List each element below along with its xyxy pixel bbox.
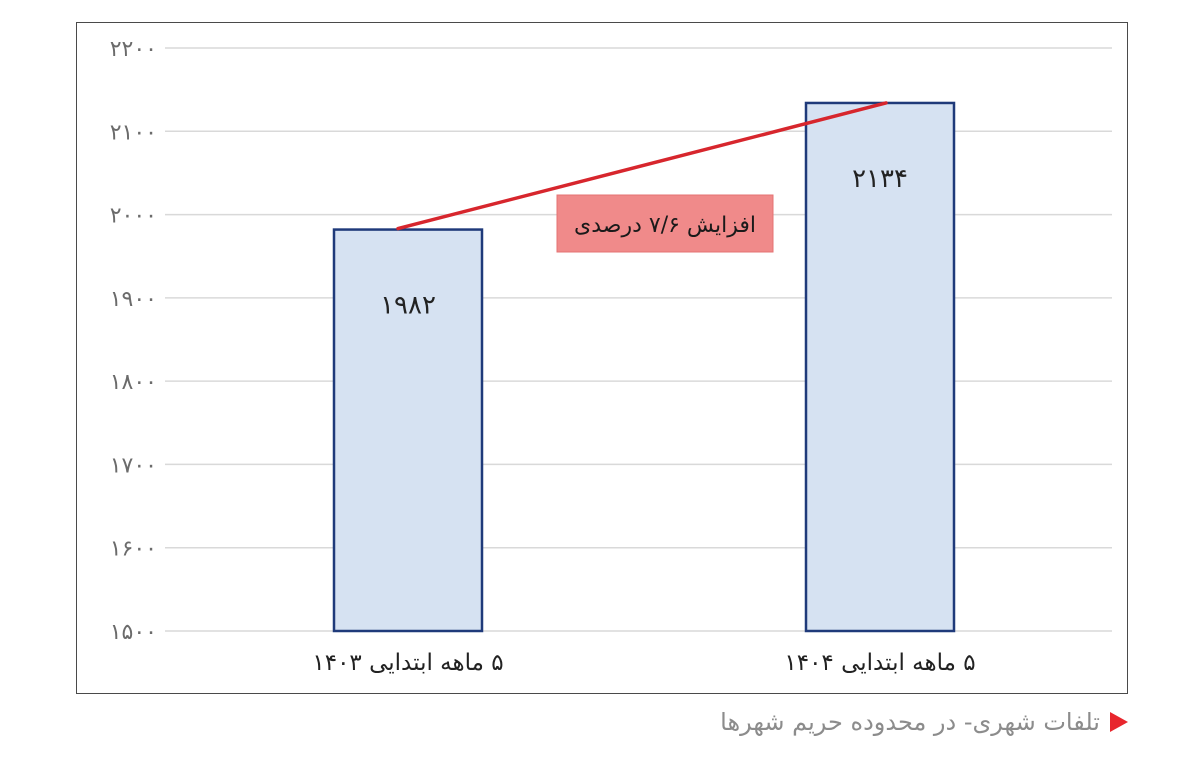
x-tick-label: ۵ ماهه ابتدایی ۱۴۰۳	[312, 650, 503, 676]
caption-text: تلفات شهری- در محدوده حریم شهرها	[720, 708, 1100, 736]
bar	[332, 228, 484, 633]
bar-value-label: ۲۱۳۴	[852, 164, 908, 194]
bar	[804, 101, 956, 633]
x-tick-label: ۵ ماهه ابتدایی ۱۴۰۴	[784, 650, 975, 676]
annotation-text: افزایش ۷/۶ درصدی	[574, 213, 756, 238]
y-tick-label: ۱۵۰۰	[110, 620, 157, 645]
caption-triangle-icon	[1110, 712, 1128, 732]
trend-line-group	[396, 101, 888, 231]
bars: ۱۹۸۲ ۲۱۳۴	[332, 101, 956, 633]
annotation-group: افزایش ۷/۶ درصدی	[556, 194, 774, 253]
y-tick-label: ۱۸۰۰	[110, 370, 157, 395]
annotation-box	[556, 194, 774, 253]
y-tick-label: ۱۶۰۰	[110, 537, 157, 562]
grid-lines	[165, 47, 1112, 632]
y-tick-label: ۲۲۰۰	[110, 37, 157, 62]
y-tick-label: ۱۹۰۰	[110, 287, 157, 312]
trend-line	[396, 101, 888, 231]
y-tick-label: ۲۰۰۰	[110, 204, 157, 229]
bar-value-label: ۱۹۸۲	[380, 291, 436, 321]
y-tick-label: ۱۷۰۰	[110, 453, 157, 478]
x-axis-tick-labels: ۵ ماهه ابتدایی ۱۴۰۳ ۵ ماهه ابتدایی ۱۴۰۴	[312, 650, 975, 676]
y-axis-tick-labels: ۱۵۰۰ ۱۶۰۰ ۱۷۰۰ ۱۸۰۰ ۱۹۰۰ ۲۰۰۰ ۲۱۰۰ ۲۲۰۰	[110, 37, 157, 645]
chart-caption: تلفات شهری- در محدوده حریم شهرها	[720, 708, 1128, 736]
y-tick-label: ۲۱۰۰	[110, 120, 157, 145]
